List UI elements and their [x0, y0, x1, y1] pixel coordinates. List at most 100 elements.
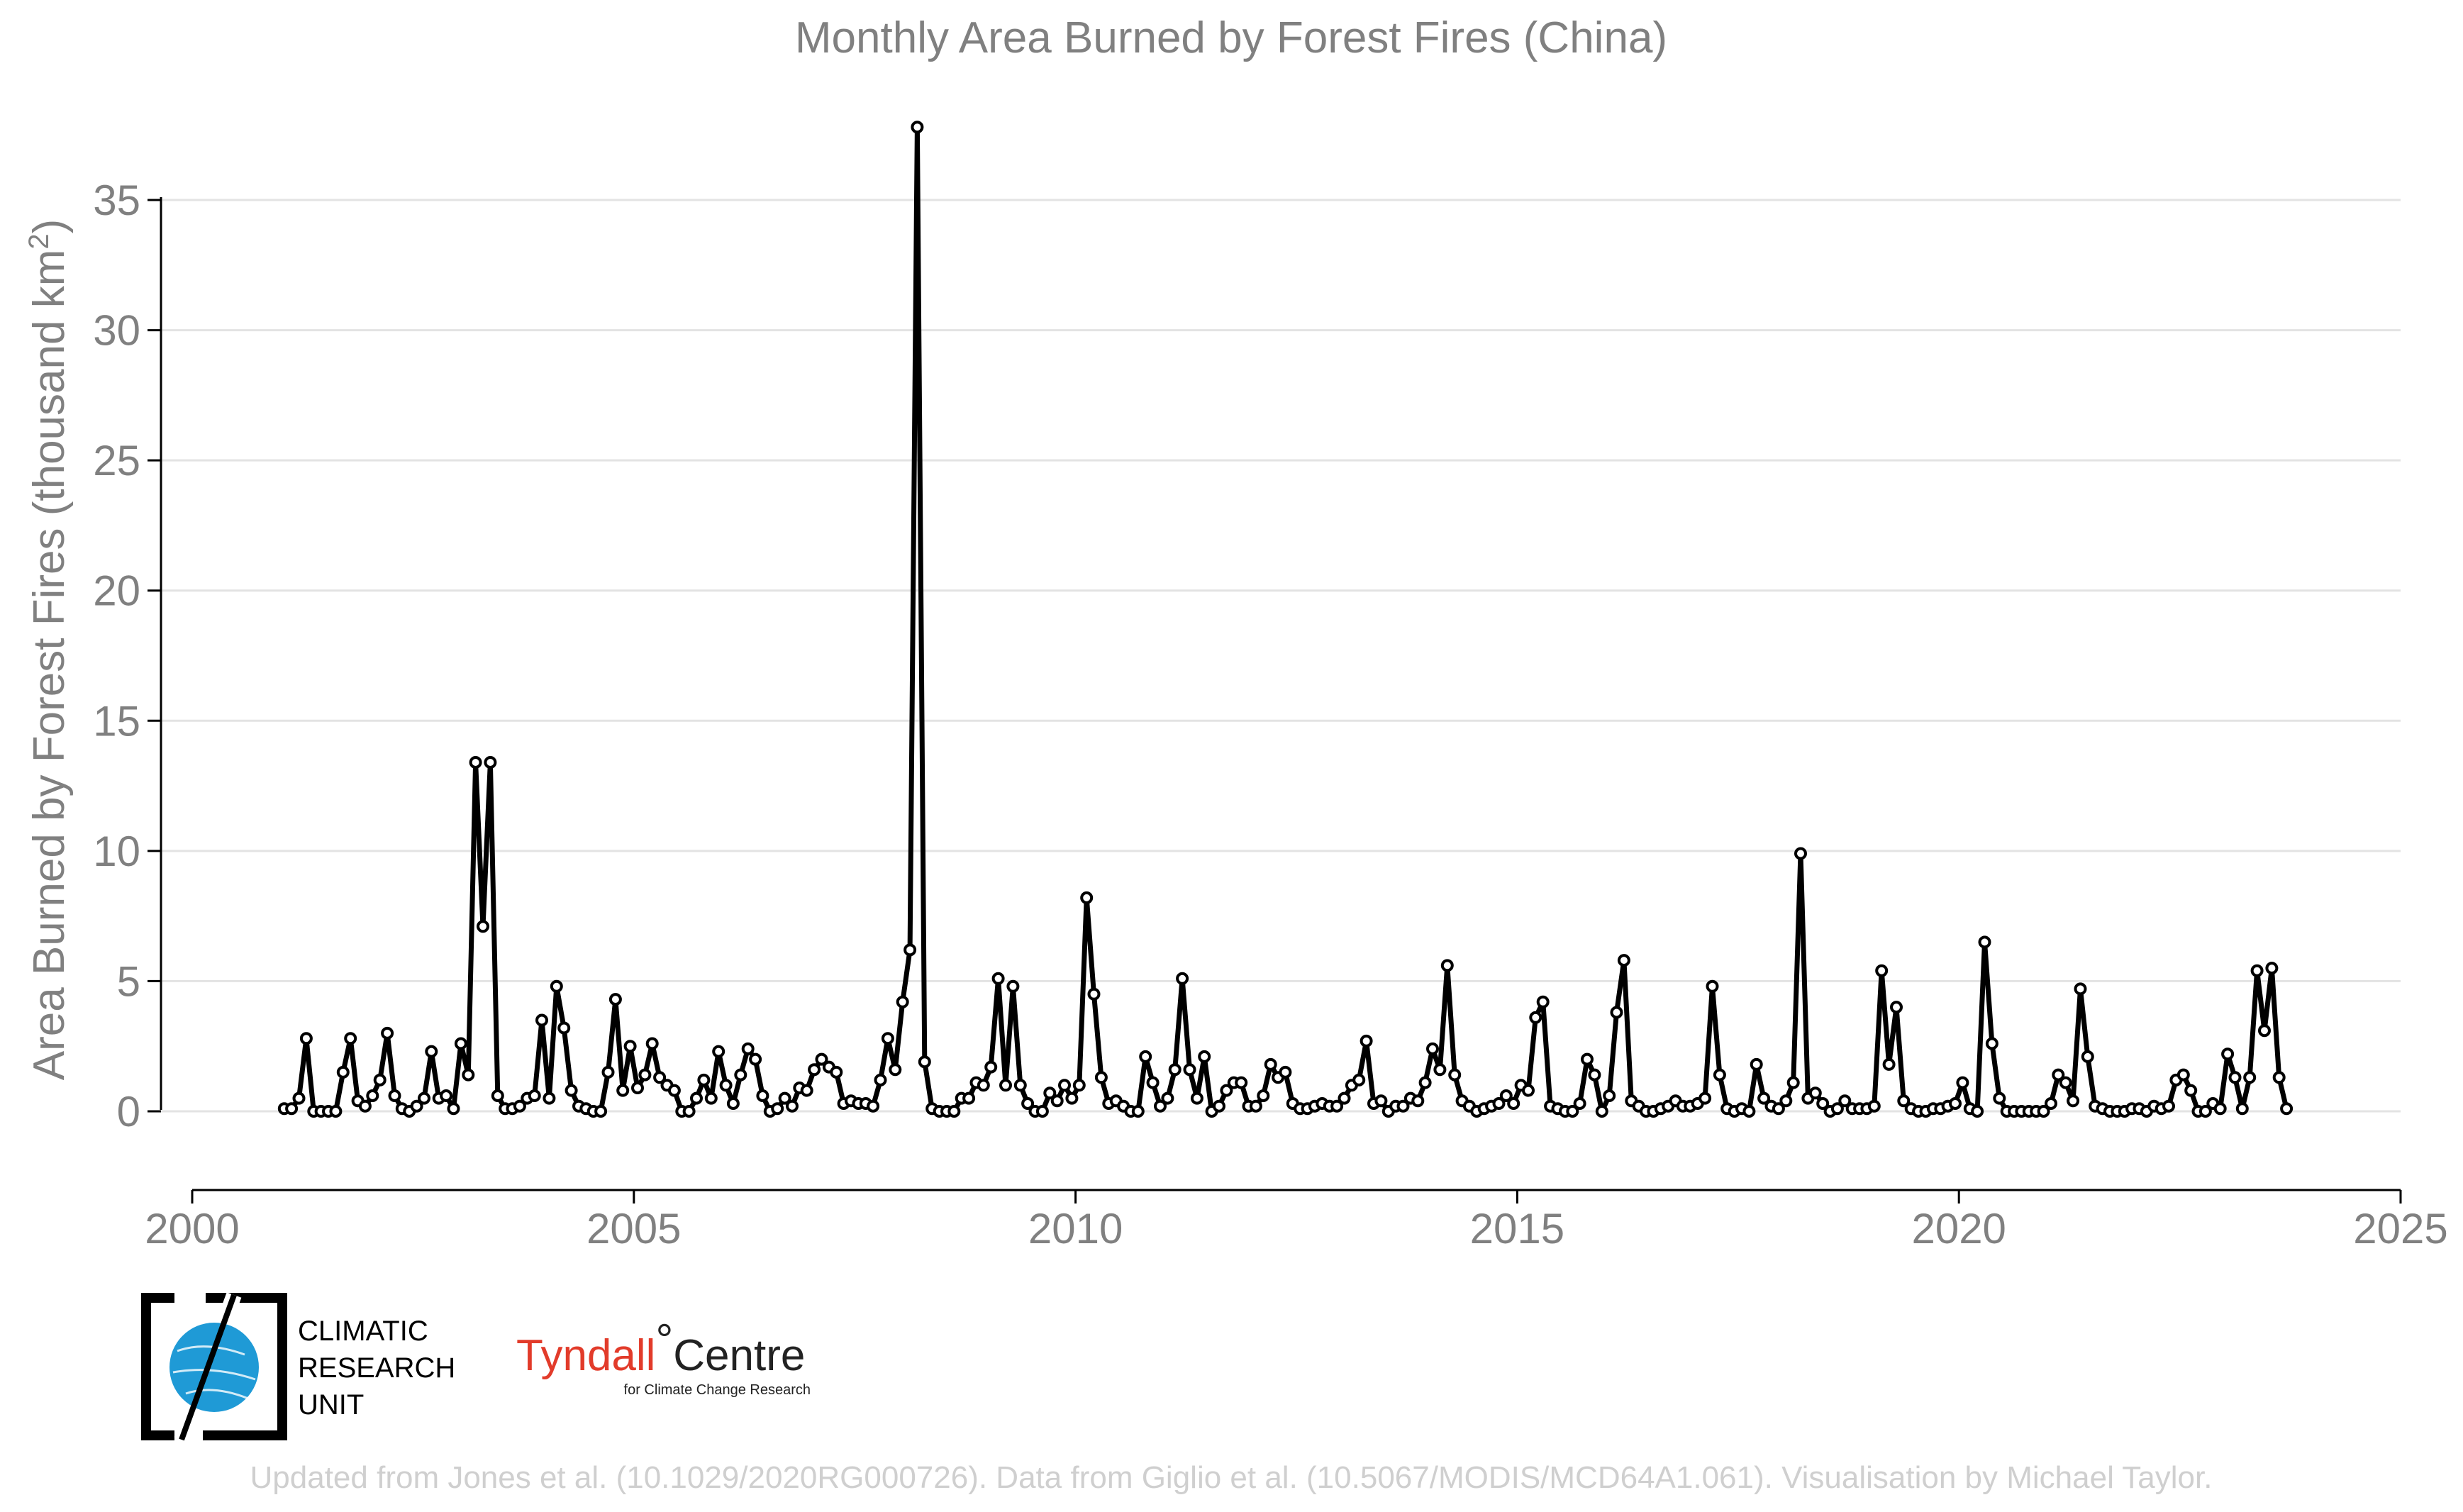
data-point — [366, 1089, 379, 1102]
data-point — [1220, 1084, 1233, 1097]
data-point — [2067, 1094, 2080, 1108]
data-point — [999, 1079, 1012, 1092]
data-point — [2045, 1097, 2057, 1110]
data-point — [991, 972, 1005, 985]
data-point — [1890, 1001, 1903, 1014]
data-point — [786, 1099, 799, 1113]
data-point — [1949, 1097, 1962, 1110]
data-point — [1235, 1076, 1248, 1089]
data-point — [734, 1068, 747, 1082]
y-tick-label: 35 — [93, 177, 140, 224]
data-point — [285, 1102, 299, 1116]
data-point — [1772, 1102, 1785, 1116]
data-point — [962, 1091, 976, 1105]
data-point — [1176, 972, 1189, 985]
data-point — [1168, 1063, 1182, 1077]
data-point — [2081, 1050, 2094, 1063]
data-point — [881, 1032, 894, 1045]
tyndall-degree: ° — [655, 1316, 673, 1364]
data-point — [984, 1060, 998, 1074]
data-point — [1198, 1050, 1211, 1063]
data-point — [1161, 1091, 1174, 1105]
data-point — [1058, 1079, 1071, 1092]
data-point — [1418, 1076, 1432, 1089]
x-tick-labels: 2000 2005 2010 2015 2020 2025 — [145, 1190, 2448, 1252]
data-point — [1566, 1105, 1579, 1118]
data-point — [440, 1089, 453, 1102]
data-point — [749, 1052, 762, 1066]
data-point — [2221, 1047, 2235, 1061]
y-tick-label: 10 — [93, 828, 140, 875]
data-point — [830, 1065, 843, 1079]
data-point — [329, 1105, 343, 1118]
data-point — [557, 1021, 571, 1035]
data-point — [2052, 1068, 2065, 1082]
data-point — [1374, 1094, 1388, 1108]
data-point — [1830, 1102, 1844, 1116]
data-point — [1617, 954, 1630, 967]
tyndall-logo: Tyndall°Centre for Climate Change Resear… — [516, 1316, 811, 1398]
data-point — [1330, 1099, 1344, 1113]
data-point — [1279, 1065, 1292, 1079]
data-point — [425, 1045, 438, 1058]
data-point — [1352, 1073, 1366, 1086]
y-tick-label: 25 — [93, 437, 140, 484]
data-point — [1581, 1052, 1594, 1066]
data-point — [1411, 1094, 1425, 1108]
chart-title: Monthly Area Burned by Forest Fires (Chi… — [795, 13, 1667, 62]
tyndall-wordmark: Tyndall°Centre — [516, 1316, 805, 1380]
y-axis-label: Area Burned by Forest Fires (thousand km… — [23, 219, 74, 1081]
data-point — [2228, 1071, 2242, 1084]
cru-logo-bracket-left — [141, 1293, 174, 1440]
data-point — [1043, 1086, 1057, 1100]
data-point — [719, 1079, 733, 1092]
data-point — [726, 1097, 740, 1110]
data-point — [1006, 979, 1020, 993]
data-point — [1595, 1105, 1608, 1118]
data-point — [712, 1045, 725, 1058]
data-point — [1146, 1076, 1160, 1089]
data-point — [631, 1082, 644, 1094]
data-point — [1985, 1037, 1998, 1050]
y-tick-label: 15 — [93, 697, 140, 745]
cru-logo-bracket-right — [203, 1293, 287, 1440]
y-axis-label-superscript: 2 — [23, 233, 55, 249]
cru-logo-slash — [179, 1294, 237, 1441]
data-point — [1750, 1057, 1763, 1071]
y-axis-label-close: ) — [25, 219, 74, 234]
data-point — [1867, 1099, 1881, 1113]
tyndall-part-2: Centre — [673, 1331, 805, 1380]
data-point — [808, 1063, 821, 1077]
x-tick-label: 2015 — [1470, 1205, 1564, 1252]
data-point — [1131, 1105, 1145, 1118]
data-point — [2176, 1068, 2190, 1082]
y-tick-label: 5 — [117, 957, 140, 1005]
data-point — [513, 1099, 526, 1113]
globe-icon — [169, 1323, 259, 1412]
x-tick-label: 2010 — [1028, 1205, 1123, 1252]
data-point — [800, 1084, 813, 1097]
data-point — [1080, 891, 1094, 904]
data-point — [623, 1040, 637, 1053]
data-point — [1050, 1094, 1064, 1108]
data-point — [469, 756, 482, 769]
x-tick-label: 2025 — [2353, 1205, 2447, 1252]
data-point — [1338, 1091, 1351, 1105]
data-point — [1433, 1063, 1447, 1077]
data-point — [1426, 1042, 1439, 1055]
data-point — [1713, 1068, 1726, 1082]
data-point — [1536, 995, 1550, 1008]
data-point — [645, 1037, 659, 1050]
data-point — [2258, 1024, 2271, 1038]
data-point — [904, 943, 917, 957]
data-point — [2280, 1102, 2294, 1116]
data-point — [771, 1102, 784, 1116]
cru-line-3: UNIT — [298, 1389, 364, 1421]
data-point — [418, 1091, 430, 1105]
data-point — [528, 1089, 541, 1102]
data-point — [1360, 1034, 1373, 1047]
data-point — [2235, 1102, 2249, 1116]
series-line — [284, 124, 2289, 1114]
data-point — [1742, 1105, 1756, 1118]
data-point — [815, 1052, 828, 1066]
